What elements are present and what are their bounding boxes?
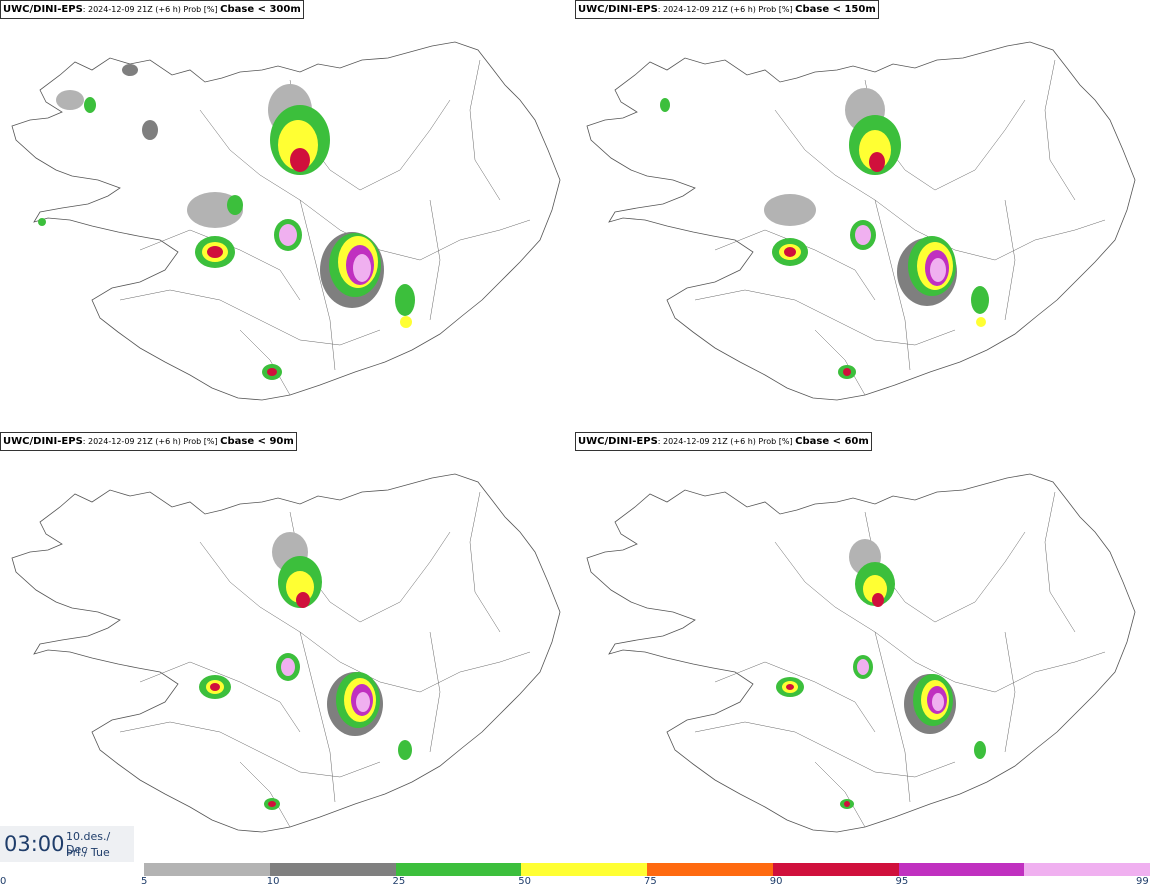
map-panel-cbase-300m: UWC/DINI-EPS: 2024-12-09 21Z (+6 h) Prob… <box>0 0 575 432</box>
colorbar-tick-label: 5 <box>141 876 148 887</box>
colorbar-tick-label: 25 <box>392 876 406 887</box>
map-panel-cbase-60m: UWC/DINI-EPS: 2024-12-09 21Z (+6 h) Prob… <box>575 432 1150 864</box>
colorbar-tick-label: 50 <box>518 876 531 887</box>
colorbar-tick-label: 10 <box>266 876 280 887</box>
run-info: : 2024-12-09 21Z (+6 h) Prob [%] <box>657 5 796 14</box>
probability-colorbar <box>144 863 1150 876</box>
colorbar-tick-label: 95 <box>895 876 909 887</box>
valid-time: 03:00 <box>4 832 65 856</box>
colorbar-tick-label: 99 <box>1136 876 1149 887</box>
probability-field-60m <box>776 539 986 809</box>
colorbar-segment <box>521 863 647 876</box>
run-info: : 2024-12-09 21Z (+6 h) Prob [%] <box>657 437 796 446</box>
model-name: UWC/DINI-EPS <box>578 436 658 447</box>
parameter-label: Cbase < 90m <box>220 436 294 447</box>
colorbar-segment <box>772 863 899 876</box>
parameter-label: Cbase < 60m <box>795 436 869 447</box>
probability-field-90m <box>199 532 412 810</box>
panel-title: UWC/DINI-EPS: 2024-12-09 21Z (+6 h) Prob… <box>575 0 879 19</box>
colorbar-tick-label: 0 <box>0 876 7 887</box>
colorbar-segment <box>1024 863 1150 876</box>
valid-date-line2: Þri./ Tue <box>66 846 110 859</box>
iceland-map-150m <box>586 41 1136 401</box>
run-info: : 2024-12-09 21Z (+6 h) Prob [%] <box>82 5 221 14</box>
map-panel-cbase-150m: UWC/DINI-EPS: 2024-12-09 21Z (+6 h) Prob… <box>575 0 1150 432</box>
iceland-map-300m <box>11 41 561 401</box>
panel-title: UWC/DINI-EPS: 2024-12-09 21Z (+6 h) Prob… <box>0 432 297 451</box>
colorbar-tick-label: 75 <box>644 876 657 887</box>
panel-title: UWC/DINI-EPS: 2024-12-09 21Z (+6 h) Prob… <box>0 0 304 19</box>
panel-title: UWC/DINI-EPS: 2024-12-09 21Z (+6 h) Prob… <box>575 432 872 451</box>
colorbar-segment <box>647 863 773 876</box>
valid-date-line1: 10.des./ Dec <box>66 830 111 856</box>
valid-time-box: 03:00 10.des./ Dec Þri./ Tue <box>0 826 134 862</box>
map-panel-cbase-90m: UWC/DINI-EPS: 2024-12-09 21Z (+6 h) Prob… <box>0 432 575 864</box>
iceland-map-90m <box>11 473 561 833</box>
model-name: UWC/DINI-EPS <box>3 4 83 15</box>
colorbar-segment <box>898 863 1025 876</box>
colorbar-segment <box>144 863 270 876</box>
parameter-label: Cbase < 300m <box>220 4 301 15</box>
run-info: : 2024-12-09 21Z (+6 h) Prob [%] <box>82 437 221 446</box>
colorbar-segment <box>395 863 522 876</box>
model-name: UWC/DINI-EPS <box>3 436 83 447</box>
colorbar-tick-label: 90 <box>769 876 783 887</box>
parameter-label: Cbase < 150m <box>795 4 876 15</box>
probability-field-300m <box>38 64 415 380</box>
iceland-map-60m <box>586 473 1136 833</box>
model-name: UWC/DINI-EPS <box>578 4 658 15</box>
probability-field-150m <box>660 88 989 379</box>
colorbar-segment <box>269 863 396 876</box>
